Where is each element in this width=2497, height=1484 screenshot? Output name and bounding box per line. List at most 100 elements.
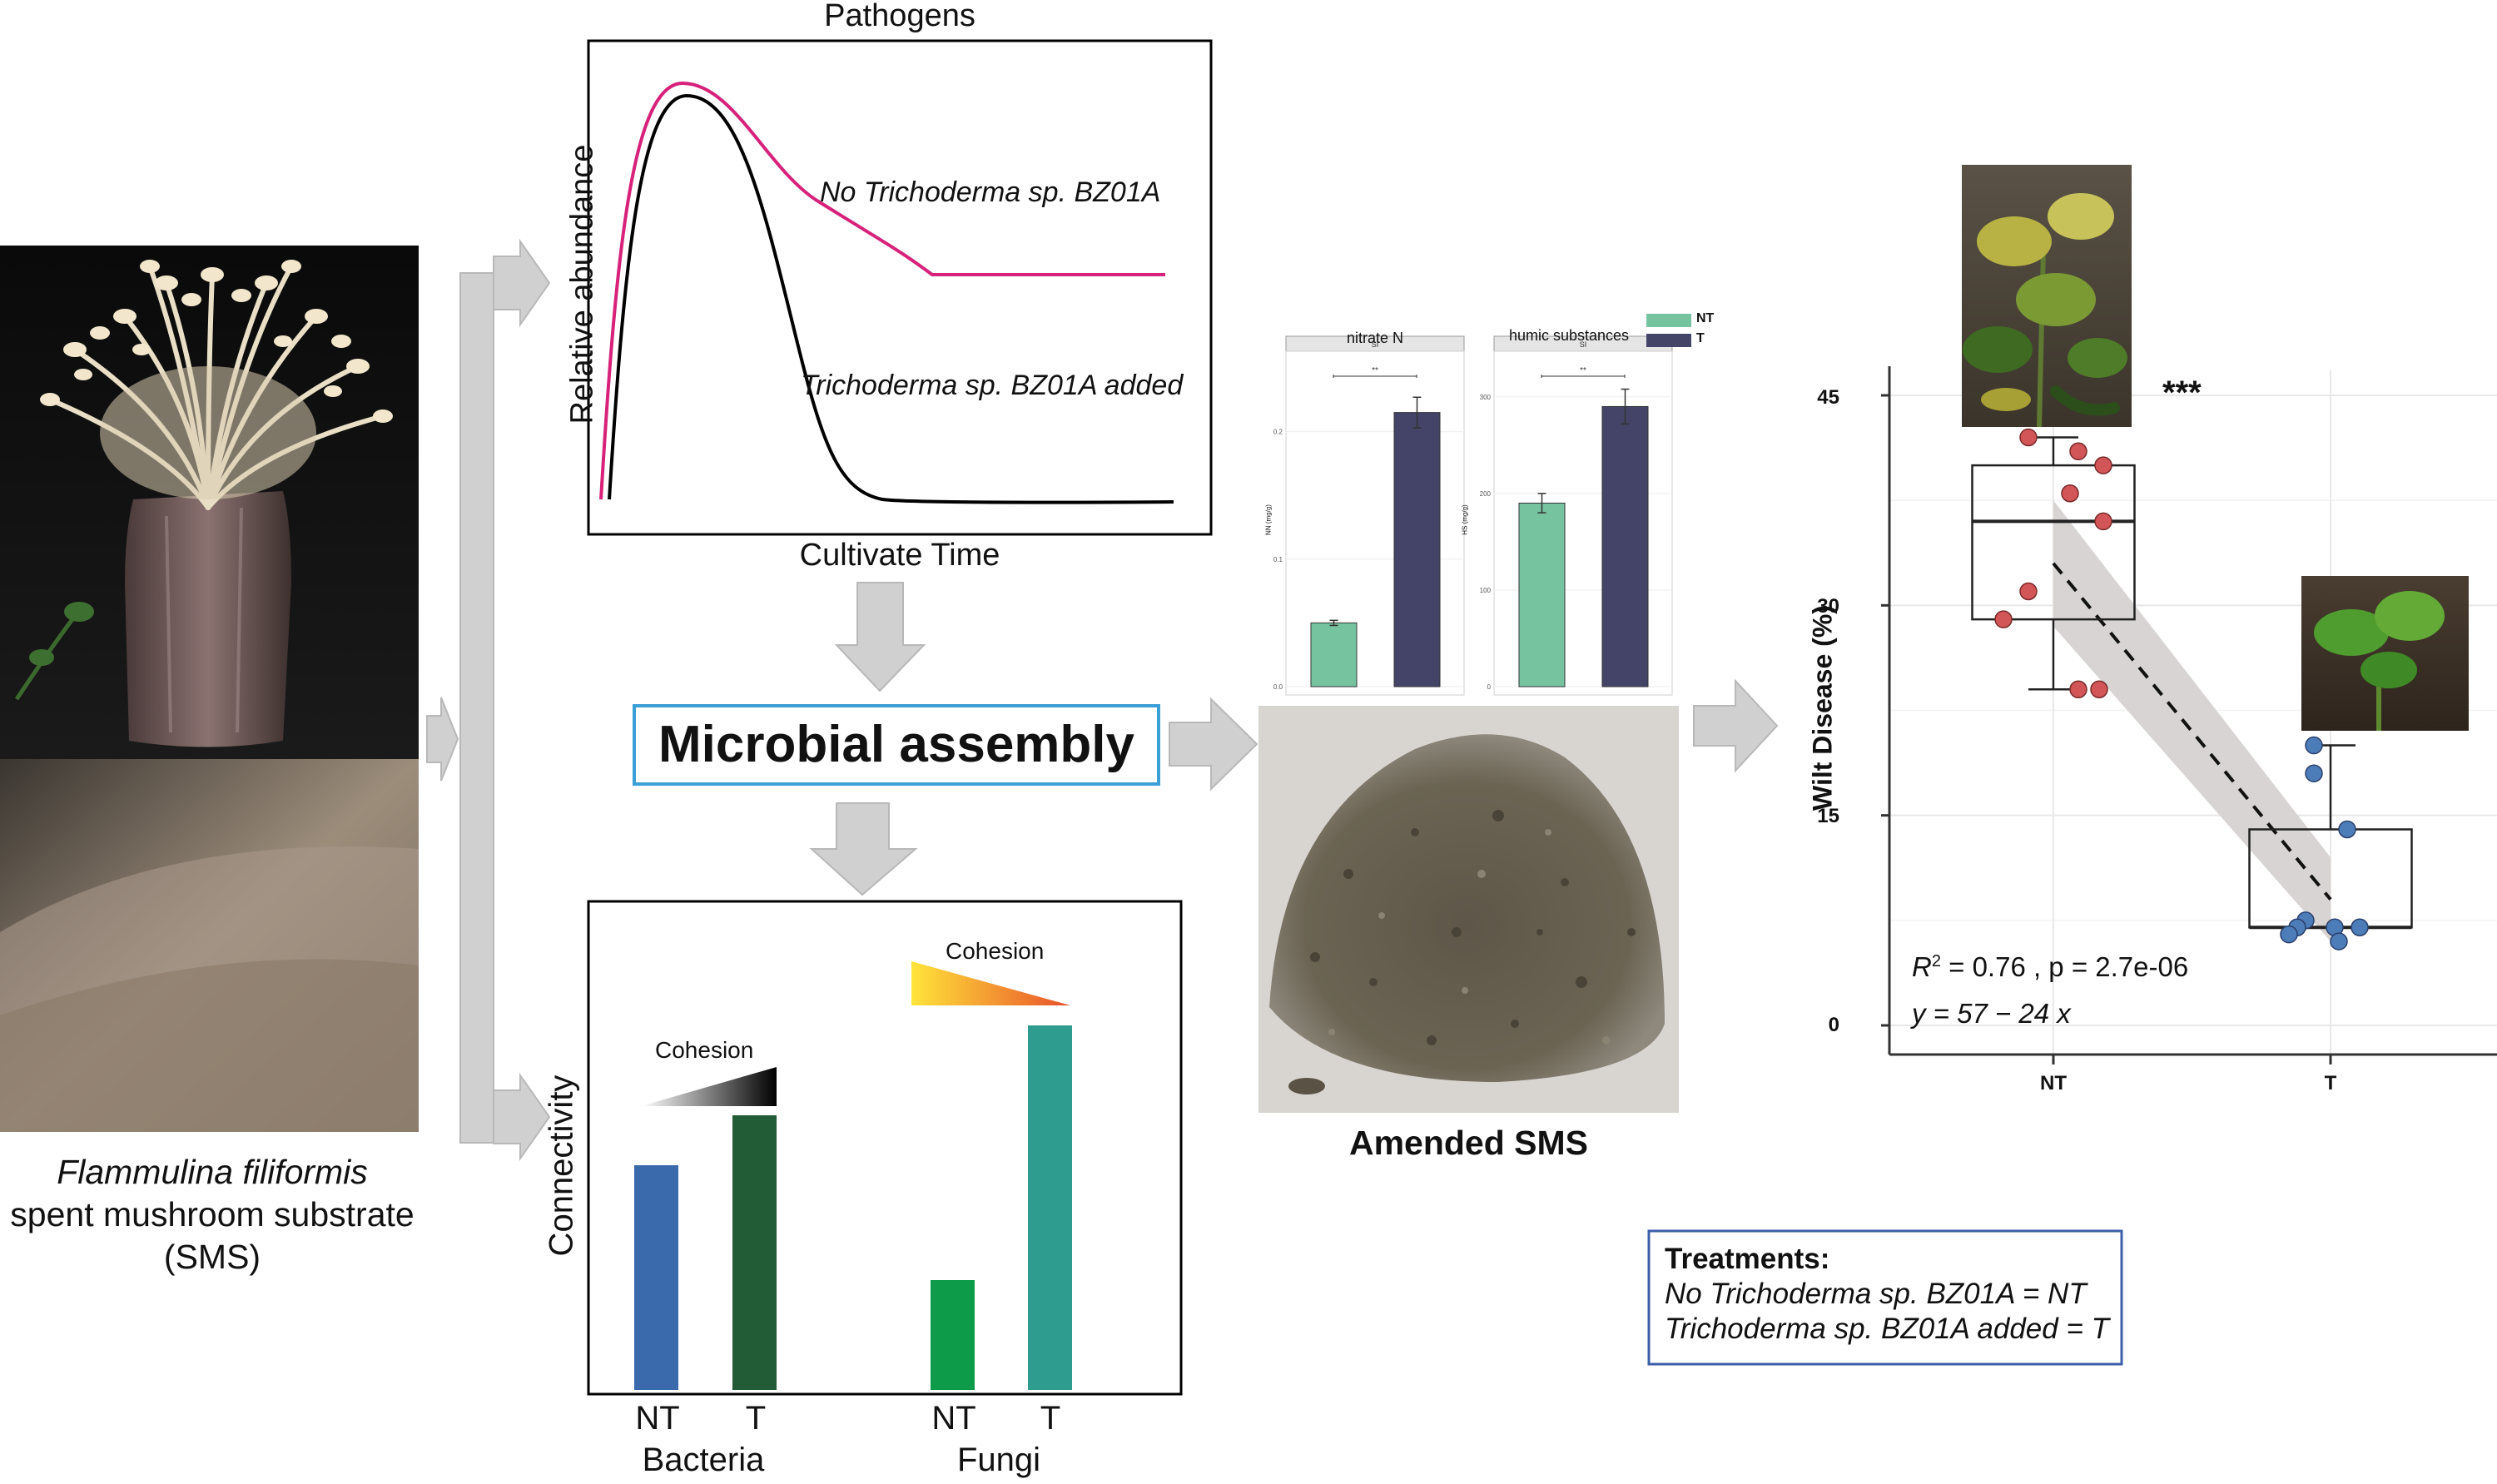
treatments-line-t: Trichoderma sp. BZ01A added = T bbox=[1665, 1313, 2110, 1345]
label-trichoderma-added: Trichoderma sp. BZ01A added bbox=[801, 370, 1184, 401]
mini-strip-label-1: SI bbox=[1580, 340, 1587, 349]
bracket-arrow bbox=[426, 238, 551, 1162]
wilt-point-nt bbox=[2094, 456, 2112, 474]
bar-bacteria-nt bbox=[634, 1165, 678, 1390]
wilt-xtick-nt: NT bbox=[2040, 1072, 2067, 1094]
wilted-plant-photo bbox=[1962, 165, 2132, 428]
mini-bar-1-1 bbox=[1601, 405, 1649, 687]
mini-tick-label-1: 200 bbox=[1480, 490, 1492, 498]
mini-tick-label-1: 300 bbox=[1480, 394, 1492, 401]
mini-tick-label-0: 0.0 bbox=[1273, 683, 1283, 691]
mini-sig-label-1: ** bbox=[1580, 366, 1586, 375]
wilt-point-t bbox=[2280, 925, 2298, 944]
label-no-trichoderma: No Trichoderma sp. BZ01A bbox=[820, 176, 1161, 208]
mushroom-photo bbox=[0, 246, 419, 759]
mini-sig-bracket-1 bbox=[1541, 375, 1626, 378]
wilt-point-nt bbox=[2090, 680, 2108, 699]
wilt-point-nt bbox=[1994, 610, 2013, 628]
amended-sms-label: Amended SMS bbox=[1348, 1124, 1589, 1162]
amended-sms-photo bbox=[1258, 706, 1679, 1113]
significance-stars: *** bbox=[2162, 375, 2202, 411]
wilt-confidence-band bbox=[2053, 500, 2331, 942]
pathogens-ylabel: Relative abundance bbox=[564, 144, 600, 424]
wilt-point-nt bbox=[2061, 484, 2079, 503]
r2-annotation: R2 = 0.76 , p = 2.7e-06 bbox=[1912, 951, 2188, 983]
mini-ylabel-hs: HS (mg/g) bbox=[1461, 504, 1469, 535]
treatments-box bbox=[1647, 1229, 2123, 1366]
wilt-point-nt bbox=[2094, 512, 2112, 531]
bacteria-nt-label: NT bbox=[635, 1400, 680, 1437]
wilt-point-nt bbox=[2019, 582, 2038, 601]
cohesion-label-fungi: Cohesion bbox=[946, 938, 1045, 964]
microbial-assembly-box bbox=[633, 704, 1160, 786]
bar-bacteria-t bbox=[732, 1115, 777, 1390]
caption-substrate: spent mushroom substrate bbox=[10, 1195, 415, 1233]
r2-text: = 0.76 , p = 2.7e-06 bbox=[1940, 951, 2189, 982]
mini-legend-swatch-t bbox=[1646, 334, 1691, 347]
fungi-nt-label: NT bbox=[931, 1400, 976, 1437]
fungi-t-label: T bbox=[1040, 1400, 1061, 1437]
sms-caption: Flammulina filiformis spent mushroom sub… bbox=[0, 1151, 424, 1278]
arrow-right-1 bbox=[1169, 697, 1258, 792]
r2-prefix: R bbox=[1912, 951, 1932, 982]
caption-species: Flammulina filiformis bbox=[57, 1153, 368, 1191]
pathogens-chart bbox=[587, 39, 1213, 536]
treatments-content: Treatments: No Trichoderma sp. BZ01A = N… bbox=[1665, 1242, 2109, 1347]
wilt-point-t bbox=[2330, 932, 2348, 950]
wilt-point-t bbox=[2351, 918, 2369, 936]
arrow-down-2 bbox=[809, 802, 918, 896]
connectivity-ylabel: Connectivity bbox=[543, 1075, 580, 1257]
mini-tick-label-0: 0.2 bbox=[1273, 429, 1283, 436]
mini-tick-label-1: 0 bbox=[1487, 683, 1492, 691]
mini-legend-nt: NT bbox=[1696, 311, 1715, 325]
wilt-ytick-0: 0 bbox=[1828, 1014, 1839, 1036]
mini-legend-t: T bbox=[1696, 331, 1705, 345]
treatments-heading: Treatments: bbox=[1665, 1243, 1830, 1275]
wilt-xtick-t: T bbox=[2324, 1072, 2337, 1094]
wilt-point-t bbox=[2338, 820, 2356, 839]
cohesion-gradient-bacteria bbox=[641, 1067, 777, 1106]
mini-sig-label-0: ** bbox=[1372, 366, 1378, 375]
microbial-assembly-label: Microbial assembly bbox=[658, 716, 1135, 773]
cohesion-label-bacteria: Cohesion bbox=[655, 1037, 754, 1063]
arrow-down-1 bbox=[834, 582, 926, 692]
wilt-point-t bbox=[2305, 764, 2323, 782]
wilt-point-nt bbox=[2069, 442, 2087, 461]
mini-tick-label-1: 100 bbox=[1480, 587, 1492, 594]
bar-fungi-nt bbox=[931, 1280, 975, 1390]
wilt-point-nt bbox=[2069, 680, 2087, 699]
pathogens-xlabel: Cultivate Time bbox=[799, 538, 1000, 573]
bar-fungi-t bbox=[1028, 1025, 1072, 1390]
wilt-ytick-45: 45 bbox=[1817, 386, 1839, 409]
wilt-ytick-15: 15 bbox=[1817, 805, 1839, 827]
r2-sup: 2 bbox=[1931, 952, 1941, 970]
caption-abbrev: (SMS) bbox=[163, 1238, 261, 1276]
mini-bar-1-0 bbox=[1518, 502, 1566, 687]
regression-equation: y = 57 − 24 x bbox=[1912, 998, 2071, 1029]
wilt-ytick-30: 30 bbox=[1817, 595, 1839, 618]
pathogens-title: Pathogens bbox=[824, 0, 975, 33]
connectivity-chart bbox=[587, 900, 1183, 1396]
healthy-plant-photo bbox=[2301, 576, 2469, 731]
mini-title-humic: humic substances bbox=[1508, 327, 1630, 344]
wilt-ylabel: Wilt Disease (%) bbox=[1807, 605, 1838, 811]
wilt-box-nt bbox=[1971, 464, 2136, 621]
line-no-trichoderma bbox=[599, 81, 1165, 500]
sms-substrate-photo bbox=[0, 759, 419, 1132]
bacteria-t-label: T bbox=[745, 1400, 767, 1437]
mini-bar-0-0 bbox=[1310, 622, 1358, 687]
mini-charts: SI 0.0 0.1 0.2 ** SI 0 100 200 300 ** bbox=[1273, 314, 1691, 696]
mini-bar-0-1 bbox=[1393, 412, 1441, 687]
treatments-line-nt: No Trichoderma sp. BZ01A = NT bbox=[1665, 1278, 2087, 1310]
wilt-point-t bbox=[2305, 736, 2323, 755]
line-trichoderma-added bbox=[608, 93, 1174, 504]
mini-strip-label-0: SI bbox=[1372, 340, 1379, 349]
arrow-right-2 bbox=[1693, 678, 1779, 773]
mini-title-nitrate: nitrate N bbox=[1346, 330, 1404, 346]
fungi-group-label: Fungi bbox=[956, 1442, 1041, 1478]
mini-tick-label-0: 0.1 bbox=[1273, 556, 1283, 563]
cohesion-gradient-fungi bbox=[911, 961, 1070, 1005]
mini-ylabel-nn: NN (mg/g) bbox=[1264, 504, 1273, 535]
mini-sig-bracket-0 bbox=[1333, 375, 1417, 378]
mini-legend-swatch-nt bbox=[1646, 314, 1691, 327]
